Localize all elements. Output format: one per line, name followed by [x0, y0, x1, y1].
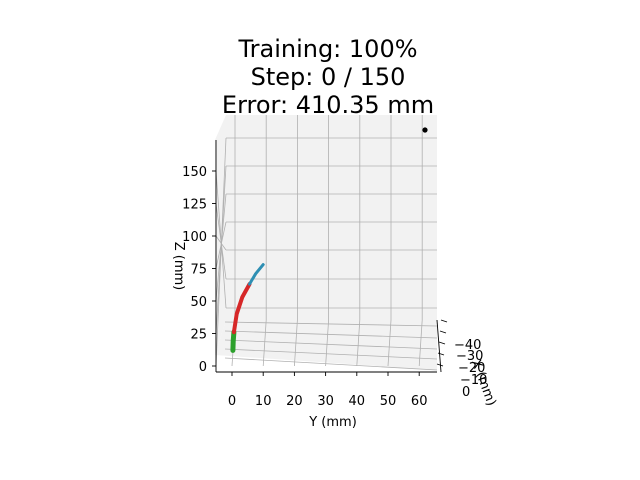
y-axis-label: Y (mm) — [308, 415, 357, 430]
z-tick-label: 150 — [182, 165, 207, 180]
series-line-0 — [230, 329, 237, 353]
z-tick-label: 125 — [182, 198, 207, 213]
z-tick-label: 50 — [190, 295, 207, 310]
y-tick-label: 0 — [228, 394, 236, 409]
title-line-3: Error: 410.35 mm — [222, 91, 434, 119]
x-tick-mark — [437, 352, 445, 356]
x-axis-line — [436, 319, 442, 373]
y-gridline-floor — [387, 319, 392, 367]
x-tick-mark — [440, 319, 448, 323]
x-gridline-floor — [224, 330, 438, 339]
y-gridline-floor — [262, 319, 267, 367]
y-tick-label: 10 — [255, 394, 272, 409]
z-tick-label: 25 — [190, 328, 207, 343]
x-tick-label: −10 — [460, 373, 487, 388]
z-gridline-side — [215, 221, 227, 269]
y-tick-label: 60 — [411, 394, 428, 409]
x-gridline-floor — [224, 348, 438, 360]
y-gridline-floor — [356, 319, 361, 367]
y-tick-label: 20 — [286, 394, 303, 409]
series-lines — [230, 127, 428, 353]
series-line-1 — [231, 282, 252, 335]
y-tick-label: 50 — [380, 394, 397, 409]
z-tick-label: 0 — [199, 360, 207, 375]
x-gridline-floor — [224, 357, 438, 371]
z-axis-label: Z (mm) — [171, 242, 186, 291]
target-point — [422, 127, 428, 133]
x-gridline-floor — [224, 321, 438, 327]
y-tick-label: 30 — [317, 394, 334, 409]
z-tick-label: 75 — [190, 263, 207, 278]
z-gridline-side — [215, 193, 227, 302]
x-gridline-floor — [224, 339, 438, 350]
x-tick-label: 0 — [462, 385, 470, 400]
back-pane — [226, 115, 437, 320]
x-tick-label: −40 — [454, 338, 481, 353]
title-line-2: Step: 0 / 150 — [251, 63, 406, 91]
x-tick-mark — [439, 330, 447, 334]
z-gridline-side — [215, 170, 227, 309]
series-line-2 — [248, 263, 265, 286]
tick-labels: 0 10 20 30 40 50 6002550751001251500−10−20−30−… — [182, 165, 487, 409]
x-tick-label: −30 — [456, 349, 483, 364]
x-tick-mark — [436, 363, 444, 367]
x-tick-label: −20 — [458, 361, 485, 376]
title-line-1: Training: 100% — [237, 35, 417, 63]
grid-lines — [215, 115, 438, 371]
z-tick-label: 100 — [182, 230, 207, 245]
y-tick-label: 40 — [349, 394, 366, 409]
x-tick-mark — [438, 341, 446, 345]
y-gridline-floor — [325, 319, 329, 367]
